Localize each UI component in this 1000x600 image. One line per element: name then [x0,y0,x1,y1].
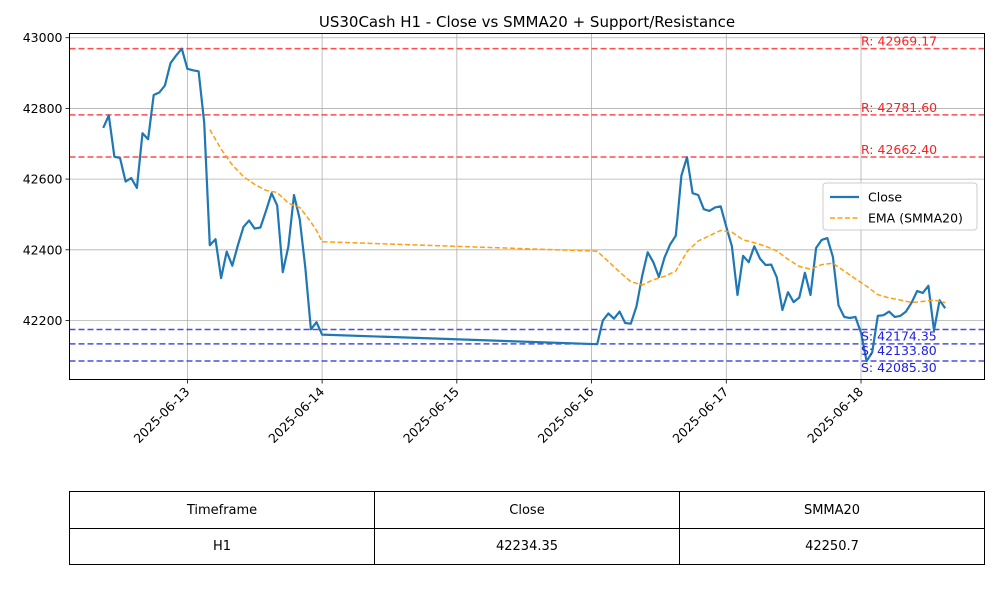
legend-label: EMA (SMMA20) [868,211,963,226]
x-tick-label: 2025-06-14 [265,384,327,446]
series-lines [102,47,947,363]
y-tick-label: 42800 [23,101,63,116]
x-tick-label: 2025-06-16 [535,384,597,446]
y-tick-label: 42600 [23,172,63,187]
table-header-cell: SMMA20 [679,491,985,529]
support-label: S: 42133.80 [861,343,937,358]
legend-label: Close [868,190,902,205]
chart-title: US30Cash H1 - Close vs SMMA20 + Support/… [319,13,735,31]
table-header-cell: Close [374,491,680,529]
smma20-series-line [209,129,946,304]
y-tick-label: 42200 [23,313,63,328]
table-row: H1 42234.35 42250.7 [69,528,985,565]
resistance-label: R: 42969.17 [861,34,937,49]
table-cell: H1 [69,528,375,565]
x-tick-label: 2025-06-17 [669,384,731,446]
x-tick-label: 2025-06-15 [400,384,462,446]
legend-box [822,182,978,231]
level-labels: R: 42969.17 R: 42781.60 R: 42662.40 S: 4217… [861,34,937,375]
table-cell: 42234.35 [374,528,680,565]
y-tick-label: 43000 [23,30,63,45]
y-tick-label: 42400 [23,242,63,257]
plot-frame [69,33,985,380]
x-tick-label: 2025-06-13 [131,384,193,446]
resistance-label: R: 42662.40 [861,142,937,157]
legend: Close EMA (SMMA20) [822,182,978,231]
grid [69,33,985,380]
x-tick-label: 2025-06-18 [804,384,866,446]
close-series-line [102,47,947,363]
table-header-row: Timeframe Close SMMA20 [69,491,985,529]
support-label: S: 42174.35 [861,329,937,344]
summary-table: Timeframe Close SMMA20 H1 42234.35 42250… [69,491,985,565]
table-cell: 42250.7 [679,528,985,565]
support-label: S: 42085.30 [861,360,937,375]
table-header-cell: Timeframe [69,491,375,529]
resistance-label: R: 42781.60 [861,100,937,115]
